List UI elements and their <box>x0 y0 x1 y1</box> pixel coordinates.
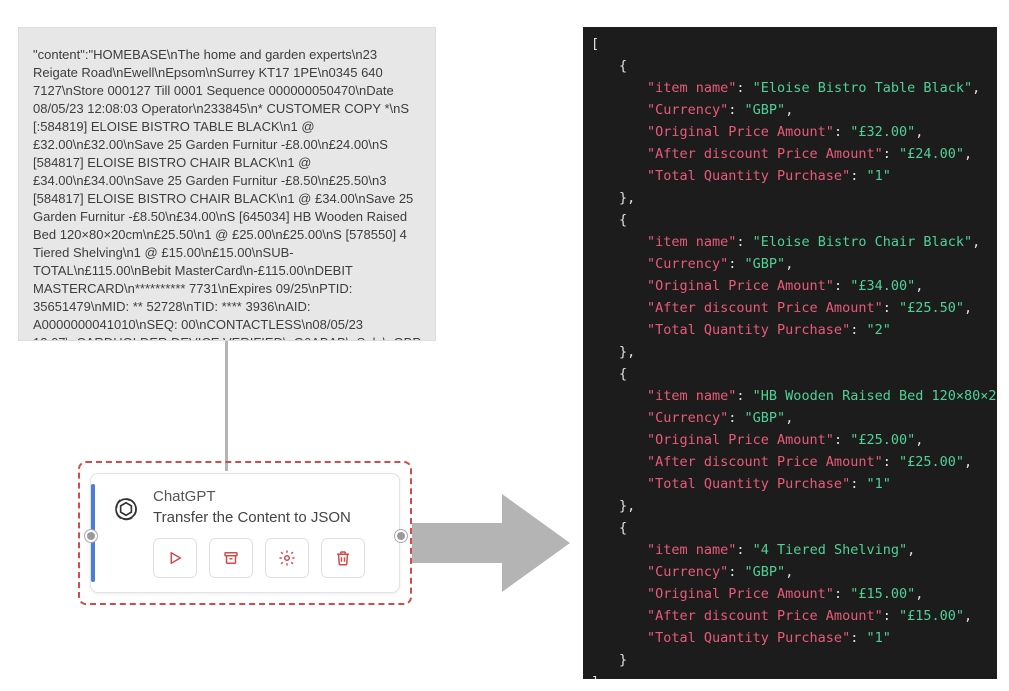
node-body: ChatGPT Transfer the Content to JSON <box>153 488 385 578</box>
raw-input-panel: "content":"HOMEBASE\nThe home and garden… <box>18 27 436 341</box>
delete-button[interactable] <box>321 538 365 578</box>
node-button-row <box>153 538 385 578</box>
workflow-node-selection: ChatGPT Transfer the Content to JSON <box>78 461 412 605</box>
openai-icon <box>111 494 141 524</box>
node-port-left[interactable] <box>85 530 97 542</box>
node-port-right[interactable] <box>395 530 407 542</box>
play-button[interactable] <box>153 538 197 578</box>
settings-button[interactable] <box>265 538 309 578</box>
node-title: ChatGPT <box>153 488 385 505</box>
connector-line <box>225 341 228 471</box>
flow-arrow-icon <box>412 490 572 596</box>
raw-input-text: "content":"HOMEBASE\nThe home and garden… <box>33 47 421 341</box>
archive-button[interactable] <box>209 538 253 578</box>
json-output-panel: [{"item name": "Eloise Bistro Table Blac… <box>583 27 997 679</box>
node-subtitle: Transfer the Content to JSON <box>153 509 385 526</box>
workflow-node[interactable]: ChatGPT Transfer the Content to JSON <box>90 473 400 593</box>
